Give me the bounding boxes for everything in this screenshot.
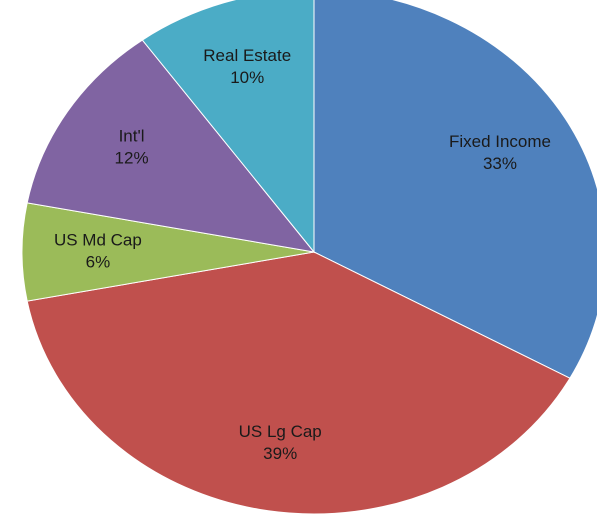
- slice-value-label: 12%: [115, 149, 149, 168]
- pie-slice: [141, 0, 315, 254]
- slice-label: US Md Cap: [54, 230, 142, 249]
- slice-label: Fixed Income: [449, 132, 551, 151]
- slice-label: US Lg Cap: [239, 422, 322, 441]
- pie-slice: [26, 251, 571, 515]
- slice-value-label: 39%: [263, 444, 297, 463]
- pie-slice: [313, 0, 597, 379]
- pie-slice: [26, 39, 316, 253]
- slice-value-label: 33%: [483, 154, 517, 173]
- slice-label: Real Estate: [203, 46, 291, 65]
- slice-label: Int'l: [119, 127, 145, 146]
- slice-value-label: 10%: [230, 68, 264, 87]
- slice-value-label: 6%: [86, 252, 111, 271]
